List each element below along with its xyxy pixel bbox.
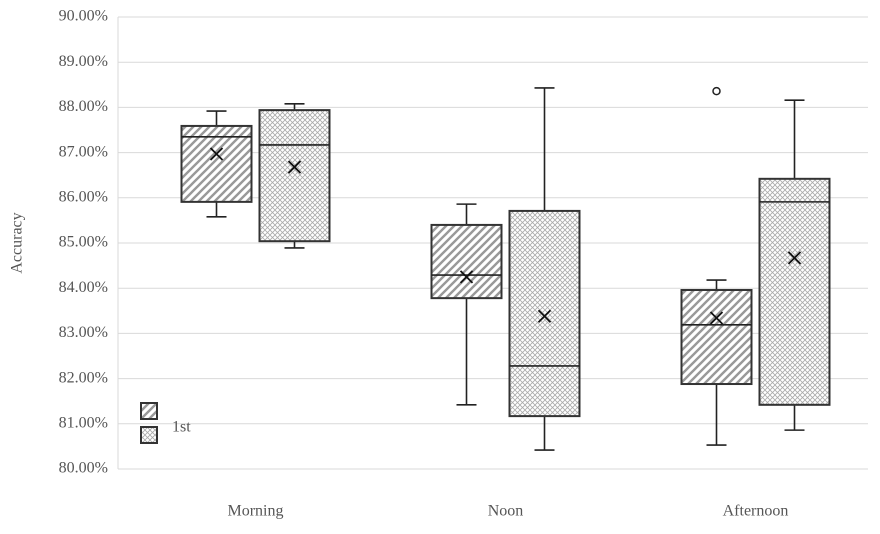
x-tick-label: Noon (488, 503, 524, 520)
y-tick-label: 80.00% (59, 460, 108, 477)
y-tick-label: 82.00% (59, 369, 108, 386)
box (258, 109, 331, 243)
legend-swatch (140, 402, 158, 420)
y-tick-label: 86.00% (59, 188, 108, 205)
box (680, 289, 753, 386)
legend-label: 1st (172, 419, 191, 436)
mean-marker (209, 147, 224, 161)
mean-marker (459, 270, 474, 284)
y-tick-label: 89.00% (59, 53, 108, 70)
mean-marker (709, 311, 724, 325)
mean-marker (537, 309, 552, 323)
box (508, 209, 581, 418)
y-tick-label: 90.00% (59, 8, 108, 25)
box (758, 177, 831, 406)
y-tick-label: 83.00% (59, 324, 108, 341)
mean-marker (287, 160, 302, 174)
outlier (712, 86, 721, 96)
y-tick-label: 85.00% (59, 234, 108, 251)
y-axis-title: Accuracy (9, 212, 26, 273)
x-tick-label: Morning (228, 503, 284, 520)
box (430, 223, 503, 300)
legend-swatch (140, 426, 158, 444)
y-tick-label: 88.00% (59, 98, 108, 115)
y-tick-label: 84.00% (59, 279, 108, 296)
mean-marker (787, 251, 802, 265)
box (180, 124, 253, 203)
y-tick-label: 81.00% (59, 414, 108, 431)
y-tick-label: 87.00% (59, 143, 108, 160)
x-tick-label: Afternoon (723, 503, 789, 520)
